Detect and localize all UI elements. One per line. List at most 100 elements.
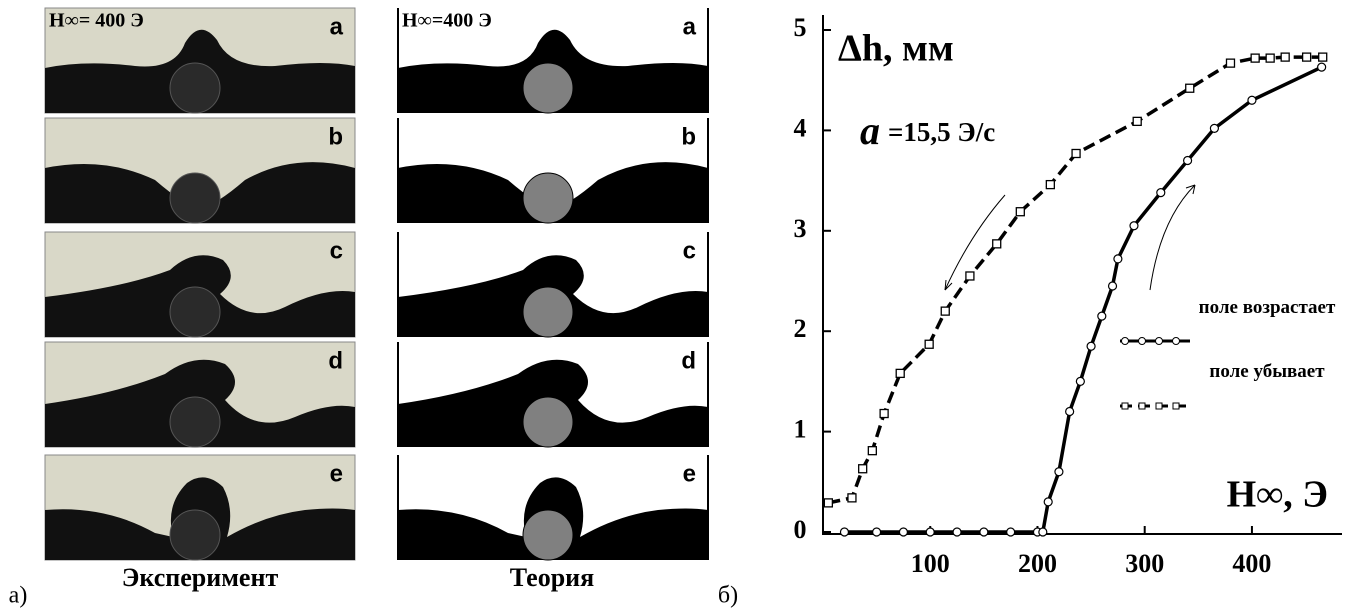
data-point xyxy=(1301,52,1312,62)
panel-letter: d xyxy=(328,347,343,374)
field-label: H∞=400 Э xyxy=(402,10,492,32)
data-point xyxy=(1156,188,1166,198)
x-axis-label: H∞, Э xyxy=(1227,474,1328,516)
data-point xyxy=(1265,53,1275,63)
fluid xyxy=(45,162,355,223)
data-point xyxy=(823,498,834,508)
ball xyxy=(522,62,574,114)
panel-letter: c xyxy=(330,237,343,264)
fluid xyxy=(398,162,708,223)
data-point xyxy=(992,239,1002,249)
panel-letter: a xyxy=(330,13,344,40)
x-tick-label: 400 xyxy=(1232,549,1271,578)
panel-label: а) xyxy=(9,583,28,609)
data-point xyxy=(1209,123,1220,133)
ball xyxy=(169,62,221,114)
y-tick-label: 4 xyxy=(794,113,807,142)
legend-marker xyxy=(1172,402,1180,410)
panel: d xyxy=(397,342,709,448)
data-point xyxy=(1185,83,1195,93)
ball xyxy=(522,509,574,561)
arrow xyxy=(944,194,1006,291)
experiment-title: Эксперимент xyxy=(122,563,279,592)
data-point xyxy=(867,446,877,456)
data-point xyxy=(952,527,962,537)
panel: b xyxy=(44,117,356,224)
legend-marker xyxy=(1121,402,1129,410)
panel-letter: b xyxy=(681,123,696,150)
data-point xyxy=(879,408,889,419)
panel: c xyxy=(44,231,356,338)
panel: c xyxy=(397,232,709,338)
legend-marker xyxy=(1172,337,1180,345)
ball xyxy=(169,509,221,561)
data-point xyxy=(1065,406,1075,417)
panel-letter: e xyxy=(683,460,696,487)
arrow xyxy=(1149,184,1196,291)
data-point xyxy=(895,368,905,379)
ball xyxy=(522,286,574,338)
data-point xyxy=(1250,53,1260,63)
data-point xyxy=(872,527,882,537)
data-point xyxy=(1113,254,1123,264)
data-point xyxy=(924,339,934,349)
legend-marker xyxy=(1138,337,1146,345)
arrow-head xyxy=(1185,184,1196,195)
panel: b xyxy=(397,118,709,224)
field-label: H∞= 400 Э xyxy=(49,10,144,32)
data-point xyxy=(1132,116,1142,127)
x-tick-label: 200 xyxy=(1018,549,1057,578)
data-point xyxy=(1097,311,1107,321)
x-tick-label: 100 xyxy=(911,549,950,578)
legend-entry: поле убывает xyxy=(1209,361,1325,382)
panel-letter: d xyxy=(681,347,696,374)
data-point xyxy=(1107,281,1118,291)
data-point xyxy=(940,306,950,316)
arrow-head xyxy=(944,279,953,291)
panel-letter: a xyxy=(683,13,697,40)
data-point xyxy=(1045,179,1055,190)
y-tick-label: 0 xyxy=(794,515,807,544)
y-axis-label: Δh, мм xyxy=(838,28,954,70)
ball xyxy=(169,396,221,448)
experiment-panels: a H∞= 400 Э b c d e xyxy=(44,7,356,561)
data-point xyxy=(1043,497,1053,507)
rate-symbol: a xyxy=(860,108,880,153)
data-point xyxy=(858,464,868,474)
data-point xyxy=(1086,341,1096,351)
data-point xyxy=(898,527,909,537)
ball xyxy=(169,172,221,224)
y-tick-label: 2 xyxy=(794,314,807,343)
panel-letter: e xyxy=(330,460,343,487)
data-point xyxy=(1318,52,1328,62)
data-point xyxy=(1280,52,1290,62)
panel: e xyxy=(44,454,356,561)
theory-panels: a H∞=400 Э b c d e xyxy=(397,8,709,561)
ball xyxy=(522,172,574,224)
data-point xyxy=(1054,467,1064,477)
data-point xyxy=(1317,62,1327,72)
data-point xyxy=(925,527,935,537)
panel: d xyxy=(44,341,356,448)
data-point xyxy=(1247,95,1257,105)
data-point xyxy=(1038,527,1048,537)
legend-entry: поле возрастает xyxy=(1198,297,1336,318)
y-tick-label: 1 xyxy=(794,415,807,444)
data-point xyxy=(1075,376,1085,386)
data-point xyxy=(839,527,850,537)
rate-value: =15,5 Э/с xyxy=(888,117,995,147)
panel-letter: b xyxy=(328,123,343,150)
y-tick-label: 3 xyxy=(794,214,807,243)
panel: e xyxy=(397,455,709,561)
ball xyxy=(169,286,221,338)
data-point xyxy=(847,493,857,503)
data-point xyxy=(1071,148,1081,159)
y-tick-label: 5 xyxy=(794,13,807,42)
legend-marker xyxy=(1155,337,1163,345)
data-point xyxy=(1006,527,1016,537)
x-tick-label: 300 xyxy=(1125,549,1164,578)
legend-marker xyxy=(1155,402,1163,410)
theory-title: Теория xyxy=(510,563,594,592)
